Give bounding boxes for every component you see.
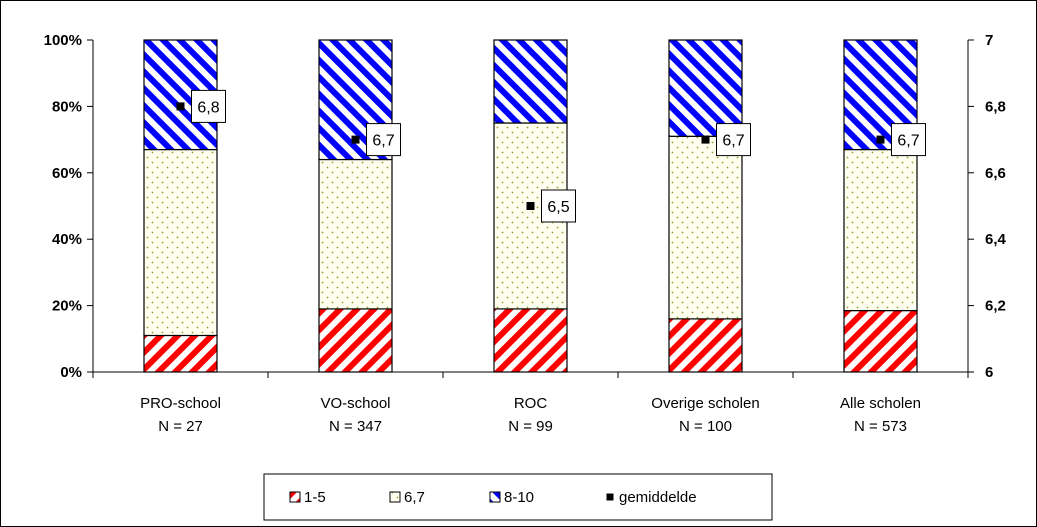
category-label-2: VO-school <box>320 395 390 412</box>
y-left-tick-label-4: 60% <box>52 165 82 182</box>
mean-marker-5 <box>876 135 885 144</box>
legend-swatch-3 <box>489 491 501 503</box>
bar-15-1 <box>143 334 218 373</box>
legend-box <box>263 473 773 521</box>
category-label-1: PRO-school <box>140 395 221 412</box>
mean-label-5: 6,7 <box>897 133 919 150</box>
mean-marker-2 <box>351 135 360 144</box>
y-left-tick-label-3: 40% <box>52 231 82 248</box>
y-left-tick-label-6: 100% <box>44 32 82 49</box>
y-right-tick-label-4: 6,6 <box>985 165 1006 182</box>
mean-marker-4 <box>701 135 710 144</box>
mean-label-4: 6,7 <box>722 133 744 150</box>
bar-810-4 <box>668 39 743 137</box>
bar-67-1 <box>143 148 218 337</box>
mean-label-box-1 <box>191 89 226 123</box>
mean-marker-1 <box>176 102 185 111</box>
legend-label-2: 6,7 <box>404 489 425 506</box>
y-left-tick-label-5: 80% <box>52 98 82 115</box>
y-right-tick-label-5: 6,8 <box>985 98 1006 115</box>
legend-swatch-2 <box>389 491 401 503</box>
mean-marker-3 <box>526 202 535 210</box>
bar-15-4 <box>668 318 743 373</box>
y-right-tick-label-6: 7 <box>985 32 993 49</box>
bar-15-5 <box>843 309 918 373</box>
bar-810-3 <box>493 39 568 124</box>
mean-label-box-2 <box>366 123 401 157</box>
legend-label-4: gemiddelde <box>619 489 697 506</box>
y-left-tick-label-2: 20% <box>52 298 82 315</box>
bar-67-5 <box>843 148 918 312</box>
y-left-tick-label-1: 0% <box>60 364 82 381</box>
mean-label-1: 6,8 <box>197 99 219 116</box>
mean-label-box-5 <box>891 123 926 157</box>
bar-67-2 <box>318 158 393 310</box>
mean-label-3: 6,5 <box>547 199 569 216</box>
legend-label-3: 8-10 <box>504 489 534 506</box>
legend-swatch-1 <box>289 491 301 503</box>
y-right-tick-label-1: 6 <box>985 364 993 381</box>
category-label-3: ROC <box>514 395 548 412</box>
legend-swatch-4 <box>606 493 614 501</box>
category-label-4: Overige scholen <box>651 395 759 412</box>
category-label-5: Alle scholen <box>840 395 921 412</box>
category-count-3: N = 99 <box>508 418 553 435</box>
legend-label-1: 1-5 <box>304 489 326 506</box>
y-right-tick-label-2: 6,2 <box>985 298 1006 315</box>
mean-label-box-3 <box>541 189 576 223</box>
category-count-1: N = 27 <box>158 418 203 435</box>
category-count-2: N = 347 <box>329 418 382 435</box>
mean-label-box-4 <box>716 123 751 157</box>
mean-label-2: 6,7 <box>372 133 394 150</box>
category-count-5: N = 573 <box>854 418 907 435</box>
bar-15-2 <box>318 308 393 373</box>
bar-15-3 <box>493 308 568 373</box>
y-right-tick-label-3: 6,4 <box>985 231 1007 248</box>
bar-67-4 <box>668 135 743 320</box>
category-count-4: N = 100 <box>679 418 732 435</box>
